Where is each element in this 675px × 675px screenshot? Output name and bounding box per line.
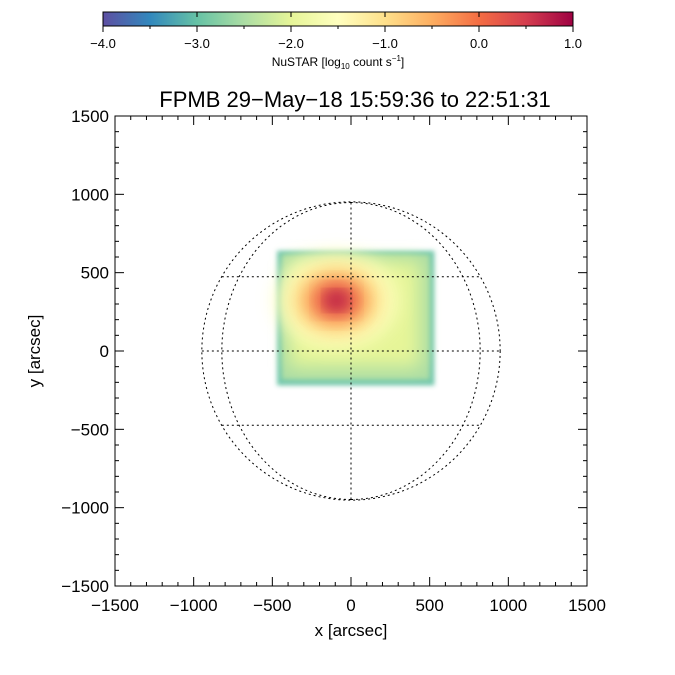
colorbar: −4.0 −3.0 −2.0 −1.0 0.0 1.0 NuSTAR [log10 cou…: [90, 11, 582, 71]
colorbar-tick-label: 1.0: [564, 36, 582, 51]
colorbar-tick-label: −1.0: [372, 36, 398, 51]
colorbar-tick-label: −3.0: [184, 36, 210, 51]
x-tick-label: −500: [253, 596, 291, 615]
x-tick-label: −1000: [170, 596, 218, 615]
colorbar-label: NuSTAR [log10 count s−1]: [272, 54, 405, 71]
colorbar-tick-label: 0.0: [470, 36, 488, 51]
heliographic-grid: [201, 201, 501, 501]
colorbar-tick-label: −4.0: [90, 36, 116, 51]
chart-title: FPMB 29−May−18 15:59:36 to 22:51:31: [159, 87, 550, 112]
image-peak-contour: [326, 292, 347, 309]
y-tick-label: −1000: [61, 499, 109, 518]
x-axis-label: x [arcsec]: [315, 621, 388, 640]
y-tick-label: 0: [100, 342, 109, 361]
x-tick-label: 1000: [489, 596, 527, 615]
y-tick-label: −500: [71, 420, 109, 439]
y-tick-label: 1000: [71, 185, 109, 204]
y-axis-label: y [arcsec]: [25, 315, 44, 388]
y-tick-label: −1500: [61, 577, 109, 596]
colorbar-tick-label: −2.0: [278, 36, 304, 51]
x-tick-label: 500: [415, 596, 443, 615]
colorbar-ticks: −4.0 −3.0 −2.0 −1.0 0.0 1.0: [90, 12, 582, 51]
x-tick-label: 1500: [568, 596, 606, 615]
x-tick-label: 0: [346, 596, 355, 615]
y-tick-label: 1500: [71, 107, 109, 126]
x-tick-label: −1500: [91, 596, 139, 615]
colorbar-gradient: [102, 11, 574, 27]
solar-limb: [201, 201, 501, 501]
plot-area: [201, 201, 501, 501]
nustar-image: [274, 250, 435, 386]
axis-ticks: −1500 −1000 −500 0 500 1000 1500 −1500 −1000 −500…: [61, 107, 606, 615]
y-tick-label: 500: [81, 264, 109, 283]
